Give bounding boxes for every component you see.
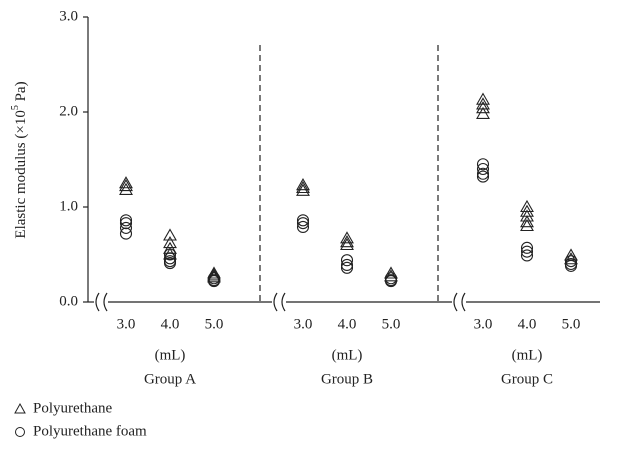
triangle-point (207, 268, 221, 281)
group-label: Group A (144, 371, 196, 387)
circle-point (119, 214, 133, 227)
triangle-point (476, 92, 490, 105)
x-tick-label: 3.0 (294, 316, 313, 332)
circle-point (119, 227, 133, 240)
triangle-point (207, 266, 221, 279)
circle-point (296, 214, 310, 227)
circle-point (476, 167, 490, 180)
axis-break (95, 292, 100, 312)
y-label-unit: Pa) (13, 81, 29, 105)
circle-point (163, 252, 177, 265)
x-tick-label: 4.0 (518, 316, 537, 332)
triangle-point (119, 182, 133, 195)
circle-point (520, 245, 534, 258)
x-tick-label: 3.0 (117, 316, 136, 332)
circle-point (163, 248, 177, 261)
x-unit-label: (mL) (332, 347, 363, 363)
triangle-point (384, 266, 398, 279)
triangle-point (119, 176, 133, 189)
axis-break (273, 292, 278, 312)
triangle-point (476, 106, 490, 119)
group-label: Group B (321, 371, 373, 387)
circle-point (564, 255, 578, 268)
triangle-point (340, 231, 354, 244)
triangle-point (296, 178, 310, 191)
x-unit-label: (mL) (512, 347, 543, 363)
x-unit-label: (mL) (155, 347, 186, 363)
legend-marker (15, 427, 25, 437)
triangle-point (520, 218, 534, 232)
circle-point (384, 275, 398, 288)
axis-break (103, 292, 108, 312)
circle-point (564, 259, 578, 272)
y-tick-label: 1.0 (59, 198, 78, 214)
y-tick-label: 2.0 (59, 103, 78, 119)
triangle-point (564, 252, 578, 265)
y-label-sup: 5 (10, 105, 21, 110)
triangle-point (476, 101, 490, 114)
circle-point (520, 249, 534, 262)
triangle-point (340, 237, 354, 251)
x-tick-label: 5.0 (562, 316, 581, 332)
y-tick-label: 3.0 (59, 8, 78, 24)
x-tick-label: 3.0 (474, 316, 493, 332)
axis-break (461, 292, 466, 312)
circle-point (119, 217, 133, 230)
circle-point (520, 241, 534, 254)
legend-marker (14, 402, 26, 414)
triangle-point (520, 215, 534, 228)
y-label-text: Elastic modulus (×10 (13, 110, 29, 238)
legend-label: Polyurethane foam (33, 423, 147, 439)
circle-point (296, 220, 310, 233)
circle-point (207, 275, 221, 288)
legend-label: Polyurethane (33, 400, 112, 416)
circle-point (119, 221, 133, 234)
x-tick-label: 4.0 (161, 316, 180, 332)
circle-point (476, 162, 490, 176)
y-axis-label: Elastic modulus (×105 Pa) (10, 81, 29, 238)
circle-point (340, 258, 354, 272)
triangle-point (163, 228, 177, 241)
axis-break (453, 292, 458, 312)
group-label: Group C (501, 371, 553, 387)
triangle-point (340, 235, 354, 248)
triangle-point (296, 180, 310, 194)
x-tick-label: 5.0 (205, 316, 224, 332)
x-tick-label: 4.0 (338, 316, 357, 332)
circle-point (476, 170, 490, 183)
circle-point (340, 261, 354, 274)
y-tick-label: 0.0 (59, 293, 78, 309)
x-tick-label: 5.0 (382, 316, 401, 332)
circle-point (163, 256, 177, 270)
circle-point (340, 254, 354, 267)
triangle-point (296, 183, 310, 196)
circle-point (296, 217, 310, 230)
axis-break (281, 292, 286, 312)
circle-point (476, 158, 490, 171)
triangle-point (119, 178, 133, 192)
